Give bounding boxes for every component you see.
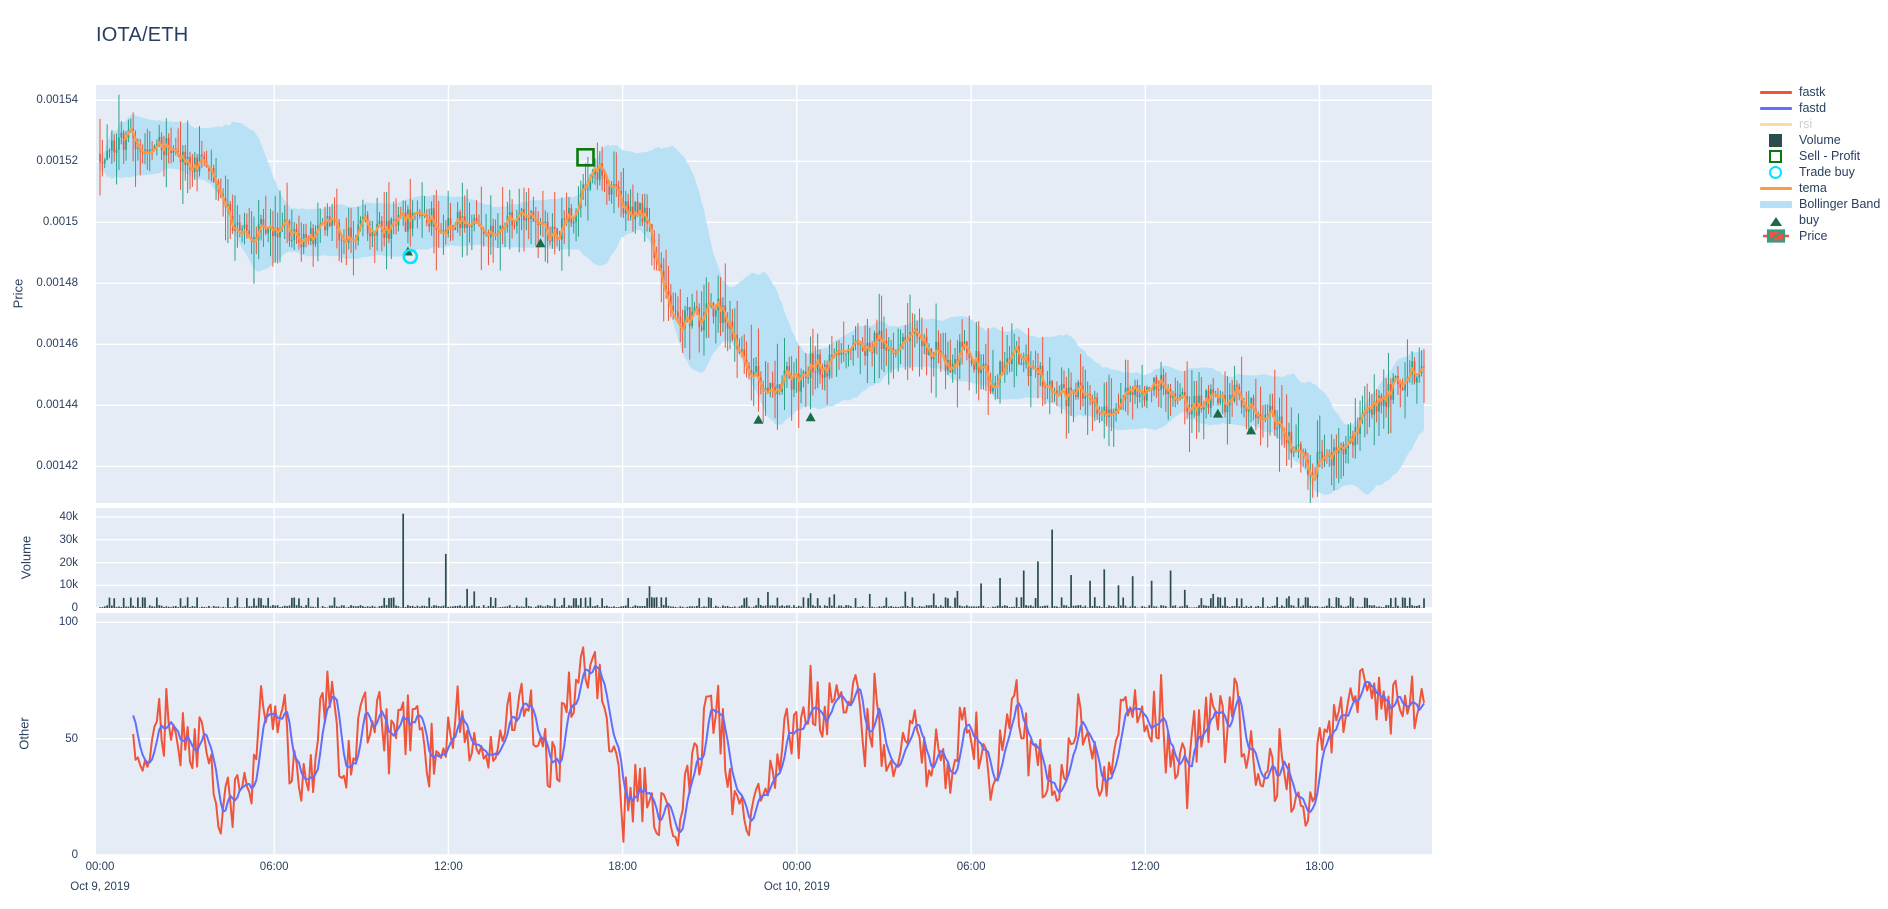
legend-line-swatch <box>1760 91 1792 94</box>
other-subchart[interactable] <box>96 613 1432 855</box>
legend-item-label: fastk <box>1799 85 1826 99</box>
price-axis-title: Price <box>10 278 26 309</box>
legend-marker <box>1757 196 1795 212</box>
x-tick-label: 00:00 <box>782 861 812 873</box>
legend-square-swatch <box>1769 134 1782 147</box>
volume-ytick-label: 0 <box>71 602 78 614</box>
legend-candlestick-icon <box>1762 229 1790 243</box>
legend-line-swatch <box>1760 107 1792 110</box>
volume-ytick-label: 10k <box>59 579 78 592</box>
price-subchart[interactable] <box>96 85 1432 503</box>
legend-item-label: rsi <box>1799 117 1813 131</box>
price-ytick-label: 0.0015 <box>42 216 78 229</box>
price-ytick-label: 0.00154 <box>36 94 78 107</box>
volume-subchart[interactable] <box>96 508 1432 608</box>
other-ytick-label: 50 <box>65 732 78 745</box>
legend-item-price[interactable]: Price <box>1757 228 1880 244</box>
legend-item-label: Trade buy <box>1799 165 1855 179</box>
chart-title: IOTA/ETH <box>96 24 189 46</box>
volume-axis-title: Volume <box>18 535 34 580</box>
legend-item-fastd[interactable]: fastd <box>1757 100 1880 116</box>
volume-ytick-label: 30k <box>59 533 78 546</box>
volume-ytick-label: 40k <box>59 511 78 524</box>
legend-item-sell-profit[interactable]: Sell - Profit <box>1757 148 1880 164</box>
legend-item-rsi[interactable]: rsi <box>1757 116 1880 132</box>
legend-triangle-up-icon <box>1770 217 1782 226</box>
x-tick-label: 18:00 <box>1305 861 1334 873</box>
other-plot-area <box>96 613 1432 855</box>
other-ytick-label: 100 <box>58 616 78 629</box>
legend-marker <box>1757 100 1795 116</box>
legend-item-label: fastd <box>1799 101 1827 115</box>
legend-open-circle-icon <box>1769 166 1782 179</box>
volume-ytick-label: 20k <box>59 556 78 569</box>
volume-plot-area <box>96 508 1432 608</box>
legend-marker <box>1757 116 1795 132</box>
x-tick-label: 06:00 <box>956 861 986 873</box>
legend-item-label: tema <box>1799 181 1827 195</box>
legend-item-fastk[interactable]: fastk <box>1757 84 1880 100</box>
legend-item-label: buy <box>1799 213 1820 227</box>
legend-marker <box>1757 164 1795 180</box>
x-tick-date: Oct 9, 2019 <box>70 881 130 893</box>
price-plot-area <box>96 85 1432 503</box>
chart-legend[interactable]: fastk fastd rsi Volume Sell - Profit Tra… <box>1757 84 1880 244</box>
x-tick-label: 12:00 <box>1130 861 1160 873</box>
legend-item-label: Sell - Profit <box>1799 149 1861 163</box>
legend-item-buy[interactable]: buy <box>1757 212 1880 228</box>
x-tick-label: 06:00 <box>259 861 289 873</box>
other-ytick-label: 0 <box>71 849 78 861</box>
legend-marker <box>1757 148 1795 164</box>
other-axis-title: Other <box>16 717 32 750</box>
x-tick-date: Oct 10, 2019 <box>763 881 830 893</box>
legend-item-label: Price <box>1799 229 1828 243</box>
price-ytick-label: 0.00142 <box>36 460 78 473</box>
legend-line-swatch <box>1760 123 1792 126</box>
price-ytick-label: 0.00148 <box>36 277 78 290</box>
legend-open-square-icon <box>1769 150 1782 163</box>
price-ytick-label: 0.00144 <box>36 399 78 412</box>
legend-band-swatch <box>1760 201 1792 208</box>
legend-marker <box>1757 212 1795 228</box>
legend-item-tema[interactable]: tema <box>1757 180 1880 196</box>
price-ytick-label: 0.00146 <box>36 338 78 351</box>
legend-marker <box>1757 228 1795 244</box>
legend-line-swatch <box>1760 187 1792 190</box>
legend-item-bollinger-band[interactable]: Bollinger Band <box>1757 196 1880 212</box>
x-tick-label: 18:00 <box>608 861 637 873</box>
legend-marker <box>1757 180 1795 196</box>
legend-item-label: Volume <box>1799 133 1841 147</box>
legend-item-volume[interactable]: Volume <box>1757 132 1880 148</box>
x-tick-label: 12:00 <box>434 861 463 873</box>
price-ytick-label: 0.00152 <box>36 155 78 168</box>
legend-marker <box>1757 84 1795 100</box>
legend-marker <box>1757 132 1795 148</box>
legend-item-label: Bollinger Band <box>1799 197 1881 211</box>
x-tick-label: 00:00 <box>85 861 115 873</box>
legend-item-trade-buy[interactable]: Trade buy <box>1757 164 1880 180</box>
